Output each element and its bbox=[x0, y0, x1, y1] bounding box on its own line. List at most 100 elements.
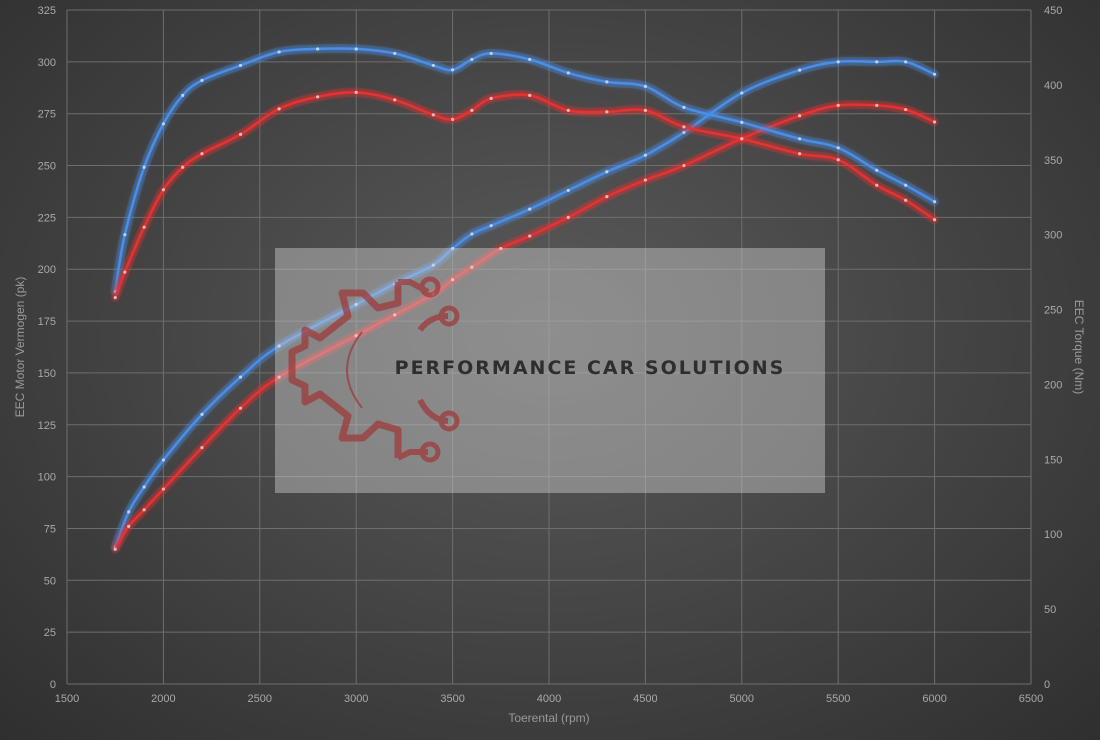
x-axis-title: Toerental (rpm) bbox=[508, 711, 589, 725]
series-point bbox=[316, 95, 320, 99]
series-point bbox=[499, 246, 503, 251]
series-point bbox=[316, 47, 320, 51]
left-tick-label: 325 bbox=[38, 5, 56, 17]
x-tick-label: 4500 bbox=[633, 693, 657, 705]
series-point bbox=[528, 57, 532, 62]
series-point bbox=[354, 333, 358, 338]
series-2-right bbox=[110, 43, 940, 297]
right-tick-label: 50 bbox=[1044, 604, 1056, 616]
series-point bbox=[740, 91, 744, 95]
series-point bbox=[933, 218, 937, 222]
series-point bbox=[566, 215, 570, 219]
series-point bbox=[161, 487, 165, 491]
series-point bbox=[200, 152, 204, 156]
series-point bbox=[798, 137, 802, 141]
left-tick-label: 25 bbox=[44, 627, 56, 639]
series-point bbox=[528, 207, 532, 211]
series-point bbox=[740, 120, 744, 124]
series-point bbox=[875, 60, 879, 64]
series-point bbox=[470, 108, 474, 112]
series-point bbox=[127, 524, 131, 528]
x-tick-label: 3000 bbox=[344, 693, 368, 705]
right-axis-title: EEC Torque (Nm) bbox=[1072, 300, 1086, 394]
right-tick-label: 400 bbox=[1044, 80, 1062, 92]
right-tick-label: 0 bbox=[1044, 679, 1050, 691]
left-tick-label: 0 bbox=[50, 679, 56, 691]
series-point bbox=[528, 234, 532, 238]
left-tick-label: 300 bbox=[38, 57, 56, 69]
series-point bbox=[904, 60, 908, 64]
left-tick-label: 100 bbox=[38, 472, 56, 484]
left-tick-label: 175 bbox=[38, 316, 56, 328]
series-point bbox=[451, 117, 455, 121]
series-3-right bbox=[110, 87, 940, 303]
series-point bbox=[643, 153, 648, 157]
left-tick-label: 125 bbox=[38, 420, 56, 432]
series-point bbox=[904, 107, 908, 112]
series-point bbox=[277, 344, 281, 348]
series-point bbox=[354, 47, 358, 51]
left-tick-label: 275 bbox=[38, 109, 56, 121]
series-point bbox=[566, 71, 570, 75]
series-point bbox=[875, 103, 879, 107]
watermark-text: PERFORMANCE CAR SOLUTIONS bbox=[395, 357, 786, 379]
left-axis-title: EEC Motor Vermogen (pk) bbox=[13, 277, 27, 418]
series-point bbox=[836, 60, 840, 64]
right-tick-label: 100 bbox=[1044, 529, 1062, 541]
series-point bbox=[528, 93, 532, 97]
series-point bbox=[643, 108, 648, 112]
series-point bbox=[238, 63, 243, 68]
series-point bbox=[798, 68, 802, 72]
series-point bbox=[605, 110, 609, 114]
x-axis-ticks: 1500 2000 2500 3000 3500 4000 4500 5000 5500 6000… bbox=[55, 693, 1043, 705]
series-point bbox=[682, 130, 686, 134]
series-point bbox=[798, 152, 802, 156]
series-point bbox=[933, 72, 937, 76]
left-tick-label: 50 bbox=[44, 575, 56, 587]
series-point bbox=[836, 103, 840, 107]
series-point bbox=[142, 485, 146, 489]
series-point bbox=[123, 233, 127, 237]
series-line bbox=[113, 103, 936, 551]
series-point bbox=[354, 302, 358, 307]
series-point bbox=[875, 168, 879, 172]
gear-logo-icon bbox=[288, 276, 460, 463]
series-point bbox=[451, 68, 455, 72]
series-point bbox=[354, 90, 358, 94]
series-0-left bbox=[110, 56, 940, 552]
series-point bbox=[470, 265, 474, 269]
series-point bbox=[933, 200, 937, 204]
series-point bbox=[393, 98, 397, 102]
right-tick-label: 450 bbox=[1044, 5, 1062, 17]
series-point bbox=[142, 225, 146, 229]
left-tick-label: 150 bbox=[38, 368, 56, 380]
right-tick-label: 200 bbox=[1044, 379, 1062, 391]
series-point bbox=[682, 163, 686, 168]
x-tick-label: 2000 bbox=[151, 693, 175, 705]
series-point bbox=[451, 278, 455, 282]
series-point bbox=[238, 375, 243, 379]
series-group bbox=[110, 43, 940, 554]
series-point bbox=[643, 178, 648, 182]
series-point bbox=[200, 78, 204, 82]
series-point bbox=[277, 107, 281, 111]
series-point bbox=[904, 198, 908, 202]
series-point bbox=[836, 158, 840, 162]
left-tick-label: 250 bbox=[38, 161, 56, 173]
series-point bbox=[393, 313, 397, 317]
left-tick-label: 225 bbox=[38, 212, 56, 224]
series-point bbox=[605, 80, 609, 84]
series-point bbox=[682, 125, 686, 129]
series-point bbox=[431, 263, 435, 267]
watermark: PERFORMANCE CAR SOLUTIONS bbox=[275, 248, 825, 493]
series-point bbox=[127, 510, 131, 514]
right-tick-label: 150 bbox=[1044, 454, 1062, 466]
series-1-left bbox=[110, 99, 940, 554]
series-point bbox=[451, 246, 455, 251]
left-axis-ticks: 0 25 50 75 100 125 150 175 200 225 250 275 300 325 bbox=[38, 5, 56, 691]
series-line bbox=[113, 91, 936, 299]
series-point bbox=[489, 224, 493, 228]
watermark-panel bbox=[275, 248, 825, 493]
right-tick-label: 250 bbox=[1044, 305, 1062, 317]
